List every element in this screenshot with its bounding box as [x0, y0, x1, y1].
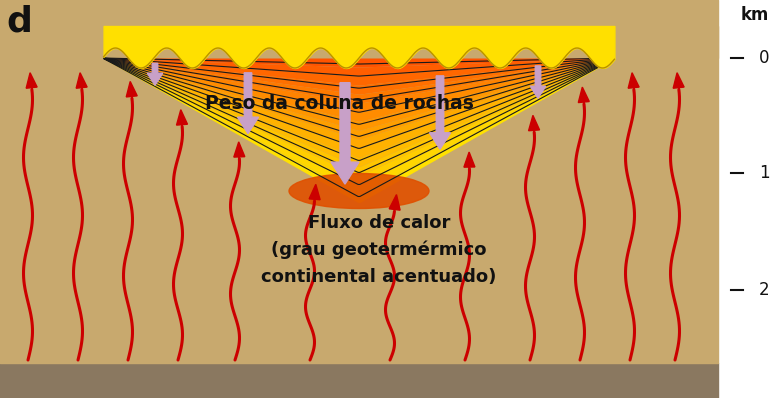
Polygon shape	[615, 26, 718, 58]
FancyArrow shape	[77, 73, 87, 90]
FancyArrow shape	[530, 66, 546, 98]
FancyArrow shape	[237, 73, 258, 134]
FancyArrow shape	[389, 195, 400, 211]
Text: 0: 0	[759, 49, 769, 67]
FancyArrow shape	[233, 142, 245, 159]
FancyArrow shape	[176, 110, 188, 127]
Text: 2: 2	[759, 281, 770, 299]
FancyArrow shape	[673, 73, 684, 90]
FancyArrow shape	[331, 83, 359, 184]
Text: Fluxo de calor
(grau geotermérmico
continental acentuado): Fluxo de calor (grau geotermérmico conti…	[261, 214, 497, 286]
FancyArrow shape	[578, 87, 589, 104]
Text: d: d	[6, 5, 32, 39]
FancyArrow shape	[464, 152, 475, 169]
Text: 1: 1	[759, 164, 770, 182]
FancyArrow shape	[26, 73, 37, 90]
FancyArrow shape	[126, 82, 137, 98]
Polygon shape	[0, 26, 103, 58]
FancyArrow shape	[529, 115, 540, 132]
Text: km: km	[741, 6, 769, 24]
FancyArrow shape	[309, 184, 320, 201]
Ellipse shape	[289, 174, 429, 209]
FancyArrow shape	[148, 63, 162, 85]
FancyArrow shape	[430, 76, 451, 149]
Text: Peso da coluna de rochas: Peso da coluna de rochas	[205, 94, 473, 113]
FancyArrow shape	[628, 73, 639, 90]
